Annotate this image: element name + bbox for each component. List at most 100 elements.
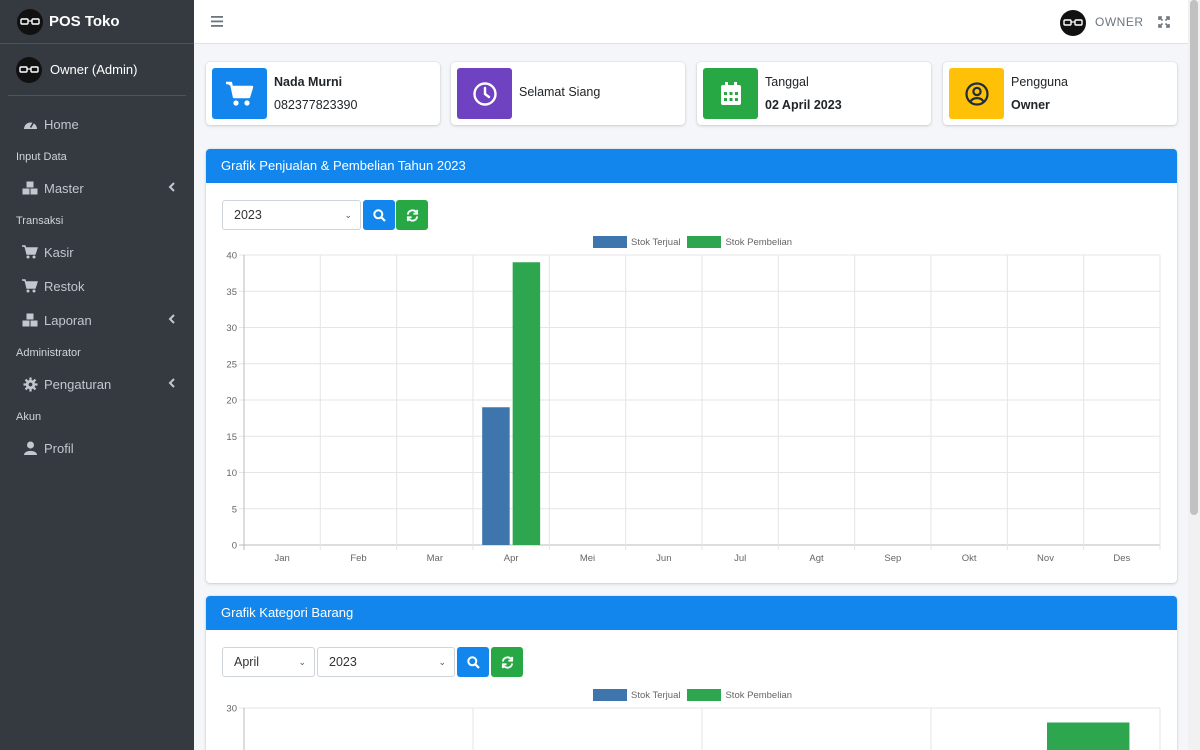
sidebar-item-profil[interactable]: Profil	[0, 432, 186, 464]
y-tick-label: 5	[232, 504, 237, 515]
refresh-button[interactable]	[396, 200, 428, 230]
bar-stok-pembelian	[1047, 722, 1130, 750]
card-title: Grafik Penjualan & Pembelian Tahun 2023	[206, 149, 1177, 183]
sidebar-item-master[interactable]: Master	[0, 172, 186, 204]
chart-card-sales-purchases: Grafik Penjualan & Pembelian Tahun 2023 …	[206, 149, 1177, 583]
cubes-icon	[22, 312, 38, 328]
sidebar-item-label: Laporan	[44, 312, 92, 328]
y-tick-label: 10	[226, 468, 237, 479]
chart-legend: Stok Terjual Stok Pembelian	[593, 236, 792, 248]
user-label: Pengguna	[1011, 75, 1069, 89]
sidebar-item-restok[interactable]: Restok	[0, 270, 186, 302]
y-tick-label: 0	[232, 541, 237, 552]
brand-link[interactable]: POS Toko	[0, 0, 194, 44]
refresh-button[interactable]	[491, 647, 523, 677]
sidebar-item-kasir[interactable]: Kasir	[0, 236, 186, 268]
clock-icon	[457, 68, 512, 119]
date-value: 02 April 2023	[765, 98, 842, 112]
chevron-down-icon: ⌄	[344, 210, 352, 220]
info-box-store: Nada Murni 082377823390	[206, 62, 440, 125]
y-tick-label: 35	[226, 287, 237, 298]
top-user-avatar[interactable]	[1060, 10, 1086, 36]
refresh-icon	[406, 208, 418, 222]
page-scrollbar[interactable]	[1188, 0, 1200, 750]
sidebar: POS Toko Owner (Admin) Home Input Data M…	[0, 0, 194, 750]
x-tick-label: Mei	[580, 553, 595, 564]
card-title: Grafik Kategori Barang	[206, 596, 1177, 630]
year-select[interactable]: 2023 ⌄	[317, 647, 455, 677]
sidebar-item-pengaturan[interactable]: Pengaturan	[0, 368, 186, 400]
sales-purchase-bar-chart: 0 5 10 15 20 25 30 35 40 Jan Feb Mar Apr Mei Jun Jul Agt…	[226, 251, 1161, 564]
chevron-left-icon	[168, 181, 176, 196]
store-phone: 082377823390	[274, 98, 358, 112]
scrollbar-thumb[interactable]	[1190, 0, 1198, 515]
sidebar-item-home[interactable]: Home	[0, 108, 186, 140]
x-tick-label: Jul	[734, 553, 746, 564]
year-select[interactable]: 2023 ⌄	[222, 200, 361, 230]
x-tick-label: Jan	[275, 553, 290, 564]
chevron-left-icon	[168, 377, 176, 392]
search-button[interactable]	[363, 200, 395, 230]
legend-label-purchase: Stok Pembelian	[725, 689, 793, 701]
y-tick-label: 20	[226, 396, 237, 407]
sidebar-item-label: Master	[44, 180, 84, 196]
x-tick-label: Jun	[656, 553, 671, 564]
chart-card-categories: Grafik Kategori Barang April ⌄ 2023 ⌄ St…	[206, 596, 1177, 750]
sidebar-item-label: Kasir	[44, 244, 74, 260]
category-bar-chart: 30	[226, 704, 1161, 750]
brand-text: POS Toko	[49, 13, 120, 30]
x-tick-label: Nov	[1037, 553, 1054, 564]
sidebar-item-laporan[interactable]: Laporan	[0, 304, 186, 336]
search-icon	[466, 655, 480, 669]
year-select-value: 2023	[234, 208, 262, 222]
y-tick-label: 15	[226, 432, 237, 443]
legend-label-purchase: Stok Pembelian	[725, 236, 793, 248]
gear-icon	[22, 376, 38, 392]
refresh-icon	[501, 655, 513, 669]
year-select-value: 2023	[329, 655, 357, 669]
store-name: Nada Murni	[274, 75, 343, 89]
sidebar-nav: Home Input Data Master Transaksi Kasir R…	[0, 96, 194, 464]
info-box-user: Pengguna Owner	[943, 62, 1177, 125]
y-tick-label: 40	[226, 251, 237, 262]
user-value: Owner	[1011, 98, 1050, 112]
legend-swatch-sold	[593, 236, 627, 248]
bar-stok-terjual	[482, 407, 510, 545]
x-tick-label: Sep	[884, 553, 901, 564]
top-user-name[interactable]: OWNER	[1095, 15, 1144, 29]
search-button[interactable]	[457, 647, 489, 677]
x-tick-label: Feb	[350, 553, 366, 564]
x-tick-label: Des	[1113, 553, 1130, 564]
y-tick-label: 30	[226, 323, 237, 334]
x-tick-label: Okt	[962, 553, 977, 564]
date-label: Tanggal	[765, 75, 809, 89]
nav-header-admin: Administrator	[16, 347, 81, 359]
sidebar-item-label: Pengaturan	[44, 376, 112, 392]
legend-swatch-purchase	[687, 236, 722, 248]
fullscreen-expand-icon[interactable]	[1158, 15, 1170, 31]
info-box-greeting: Selamat Siang	[451, 62, 685, 125]
legend-label-sold: Stok Terjual	[631, 689, 681, 701]
chart-legend: Stok Terjual Stok Pembelian	[593, 689, 792, 701]
cart-icon	[22, 244, 38, 260]
brand-logo-icon	[17, 8, 43, 35]
month-select[interactable]: April ⌄	[222, 647, 315, 677]
nav-header-transaksi: Transaksi	[16, 215, 64, 227]
user-panel[interactable]: Owner (Admin)	[8, 44, 186, 96]
sidebar-item-label: Profil	[44, 440, 74, 456]
search-icon	[372, 208, 386, 222]
calendar-icon	[703, 68, 758, 119]
user-name: Owner (Admin)	[50, 62, 138, 77]
nav-header-input: Input Data	[16, 151, 67, 163]
sidebar-item-label: Restok	[44, 278, 85, 294]
x-tick-label: Apr	[504, 553, 519, 564]
legend-swatch-sold	[593, 689, 627, 701]
hamburger-menu-icon[interactable]	[211, 14, 223, 30]
cubes-icon	[22, 180, 38, 196]
greeting-text: Selamat Siang	[519, 85, 601, 99]
user-icon	[22, 440, 38, 456]
legend-label-sold: Stok Terjual	[631, 236, 681, 248]
user-circle-icon	[949, 68, 1004, 119]
y-tick-label: 30	[226, 704, 237, 715]
legend-swatch-purchase	[687, 689, 722, 701]
